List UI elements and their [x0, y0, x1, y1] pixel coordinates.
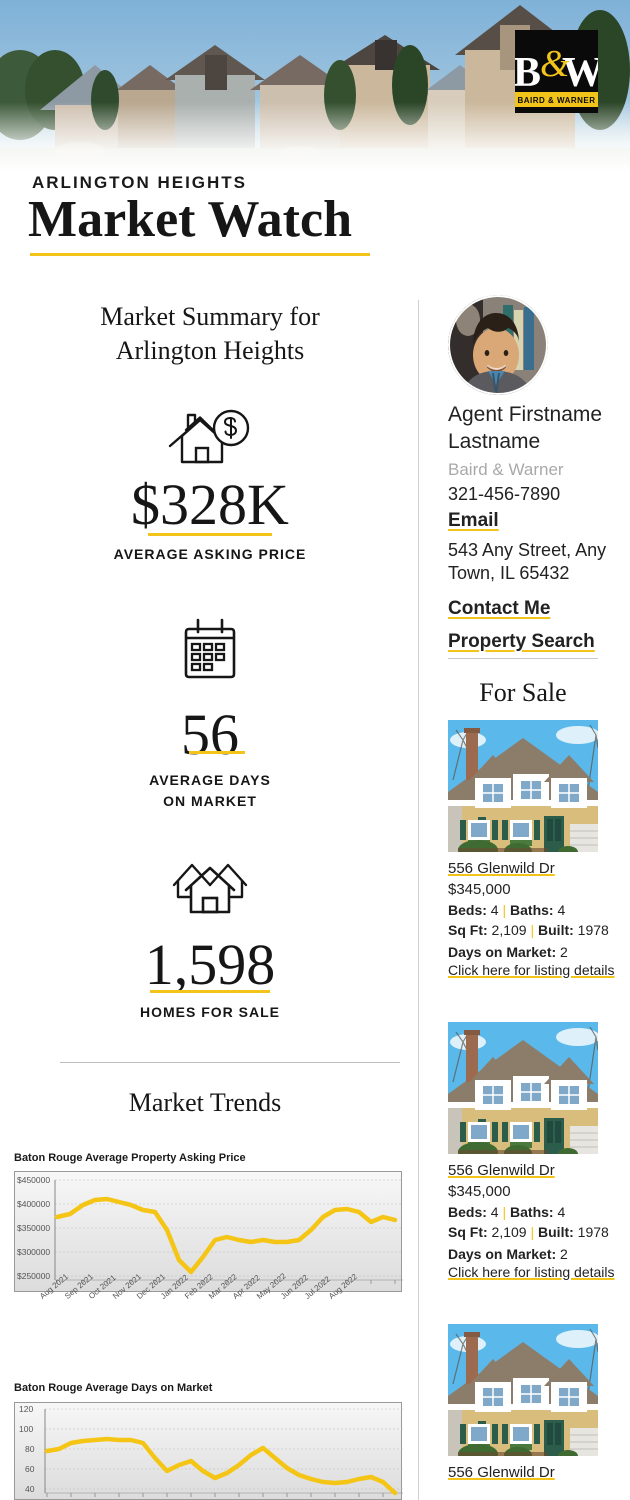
svg-text:80: 80 — [25, 1444, 35, 1454]
svg-text:$450000: $450000 — [17, 1175, 50, 1185]
svg-text:100: 100 — [19, 1424, 33, 1434]
svg-text:$250000: $250000 — [17, 1271, 50, 1281]
svg-text:$350000: $350000 — [17, 1223, 50, 1233]
svg-text:$300000: $300000 — [17, 1247, 50, 1257]
svg-text:120: 120 — [19, 1404, 33, 1414]
svg-text:$400000: $400000 — [17, 1199, 50, 1209]
svg-text:40: 40 — [25, 1484, 35, 1494]
svg-text:&: & — [540, 43, 570, 85]
svg-text:B: B — [515, 50, 541, 96]
svg-text:BAIRD & WARNER: BAIRD & WARNER — [517, 96, 595, 105]
svg-text:60: 60 — [25, 1464, 35, 1474]
